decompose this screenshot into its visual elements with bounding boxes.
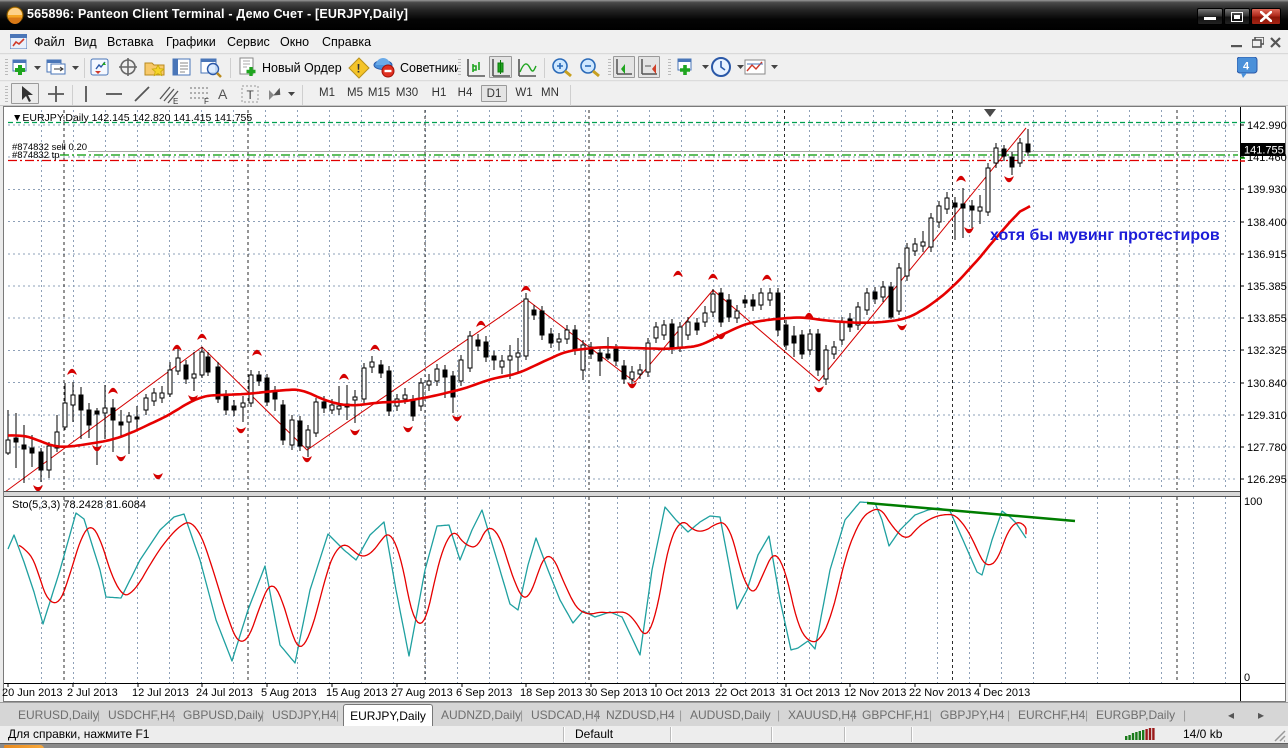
svg-text:18 Sep 2013: 18 Sep 2013 bbox=[520, 687, 582, 699]
svg-text:142.990: 142.990 bbox=[1247, 120, 1287, 132]
svg-text:136.915: 136.915 bbox=[1247, 249, 1287, 261]
svg-text:133.855: 133.855 bbox=[1247, 313, 1287, 325]
svg-text:10 Oct 2013: 10 Oct 2013 bbox=[650, 687, 710, 699]
svg-text:30 Sep 2013: 30 Sep 2013 bbox=[585, 687, 647, 699]
svg-text:22 Nov 2013: 22 Nov 2013 bbox=[909, 687, 971, 699]
svg-text:хотя бы мувинг протестиров: хотя бы мувинг протестиров bbox=[990, 227, 1220, 244]
svg-text:#874832 tp: #874832 tp bbox=[12, 150, 60, 161]
svg-text:20 Jun 2013: 20 Jun 2013 bbox=[2, 687, 63, 699]
svg-text:4 Dec 2013: 4 Dec 2013 bbox=[974, 687, 1030, 699]
svg-text:F: F bbox=[204, 97, 209, 105]
svg-text:130.840: 130.840 bbox=[1247, 378, 1287, 390]
svg-text:129.310: 129.310 bbox=[1247, 410, 1287, 422]
svg-text:22 Oct 2013: 22 Oct 2013 bbox=[715, 687, 775, 699]
svg-text:12 Jul 2013: 12 Jul 2013 bbox=[132, 687, 189, 699]
svg-text:Sto(5,3,3) 78.2428 81.6084: Sto(5,3,3) 78.2428 81.6084 bbox=[12, 499, 146, 511]
svg-text:#874832 sell 0.20: #874832 sell 0.20 bbox=[12, 142, 87, 153]
svg-text:4: 4 bbox=[1243, 61, 1250, 73]
svg-text:135.385: 135.385 bbox=[1247, 281, 1287, 293]
svg-text:27 Aug 2013: 27 Aug 2013 bbox=[391, 687, 453, 699]
svg-text:132.325: 132.325 bbox=[1247, 345, 1287, 357]
svg-text:12 Nov 2013: 12 Nov 2013 bbox=[844, 687, 906, 699]
svg-text:126.295: 126.295 bbox=[1247, 474, 1287, 486]
svg-text:T: T bbox=[247, 88, 255, 102]
svg-text:139.930: 139.930 bbox=[1247, 184, 1287, 196]
svg-text:141.755: 141.755 bbox=[1244, 145, 1284, 157]
svg-text:138.400: 138.400 bbox=[1247, 217, 1287, 229]
svg-text:E: E bbox=[173, 97, 178, 105]
svg-text:15 Aug 2013: 15 Aug 2013 bbox=[326, 687, 388, 699]
svg-text:6 Sep 2013: 6 Sep 2013 bbox=[456, 687, 512, 699]
svg-text:31 Oct 2013: 31 Oct 2013 bbox=[780, 687, 840, 699]
svg-text:0: 0 bbox=[1244, 672, 1250, 684]
svg-text:2 Jul 2013: 2 Jul 2013 bbox=[67, 687, 118, 699]
svg-text:127.780: 127.780 bbox=[1247, 442, 1287, 454]
svg-text:24 Jul 2013: 24 Jul 2013 bbox=[196, 687, 253, 699]
svg-text:100: 100 bbox=[1244, 496, 1262, 508]
svg-text:5 Aug 2013: 5 Aug 2013 bbox=[261, 687, 317, 699]
svg-text:!: ! bbox=[357, 62, 361, 76]
svg-text:▼EURJPY,Daily 142.145 142.820: ▼EURJPY,Daily 142.145 142.820 141.415 14… bbox=[12, 112, 252, 124]
